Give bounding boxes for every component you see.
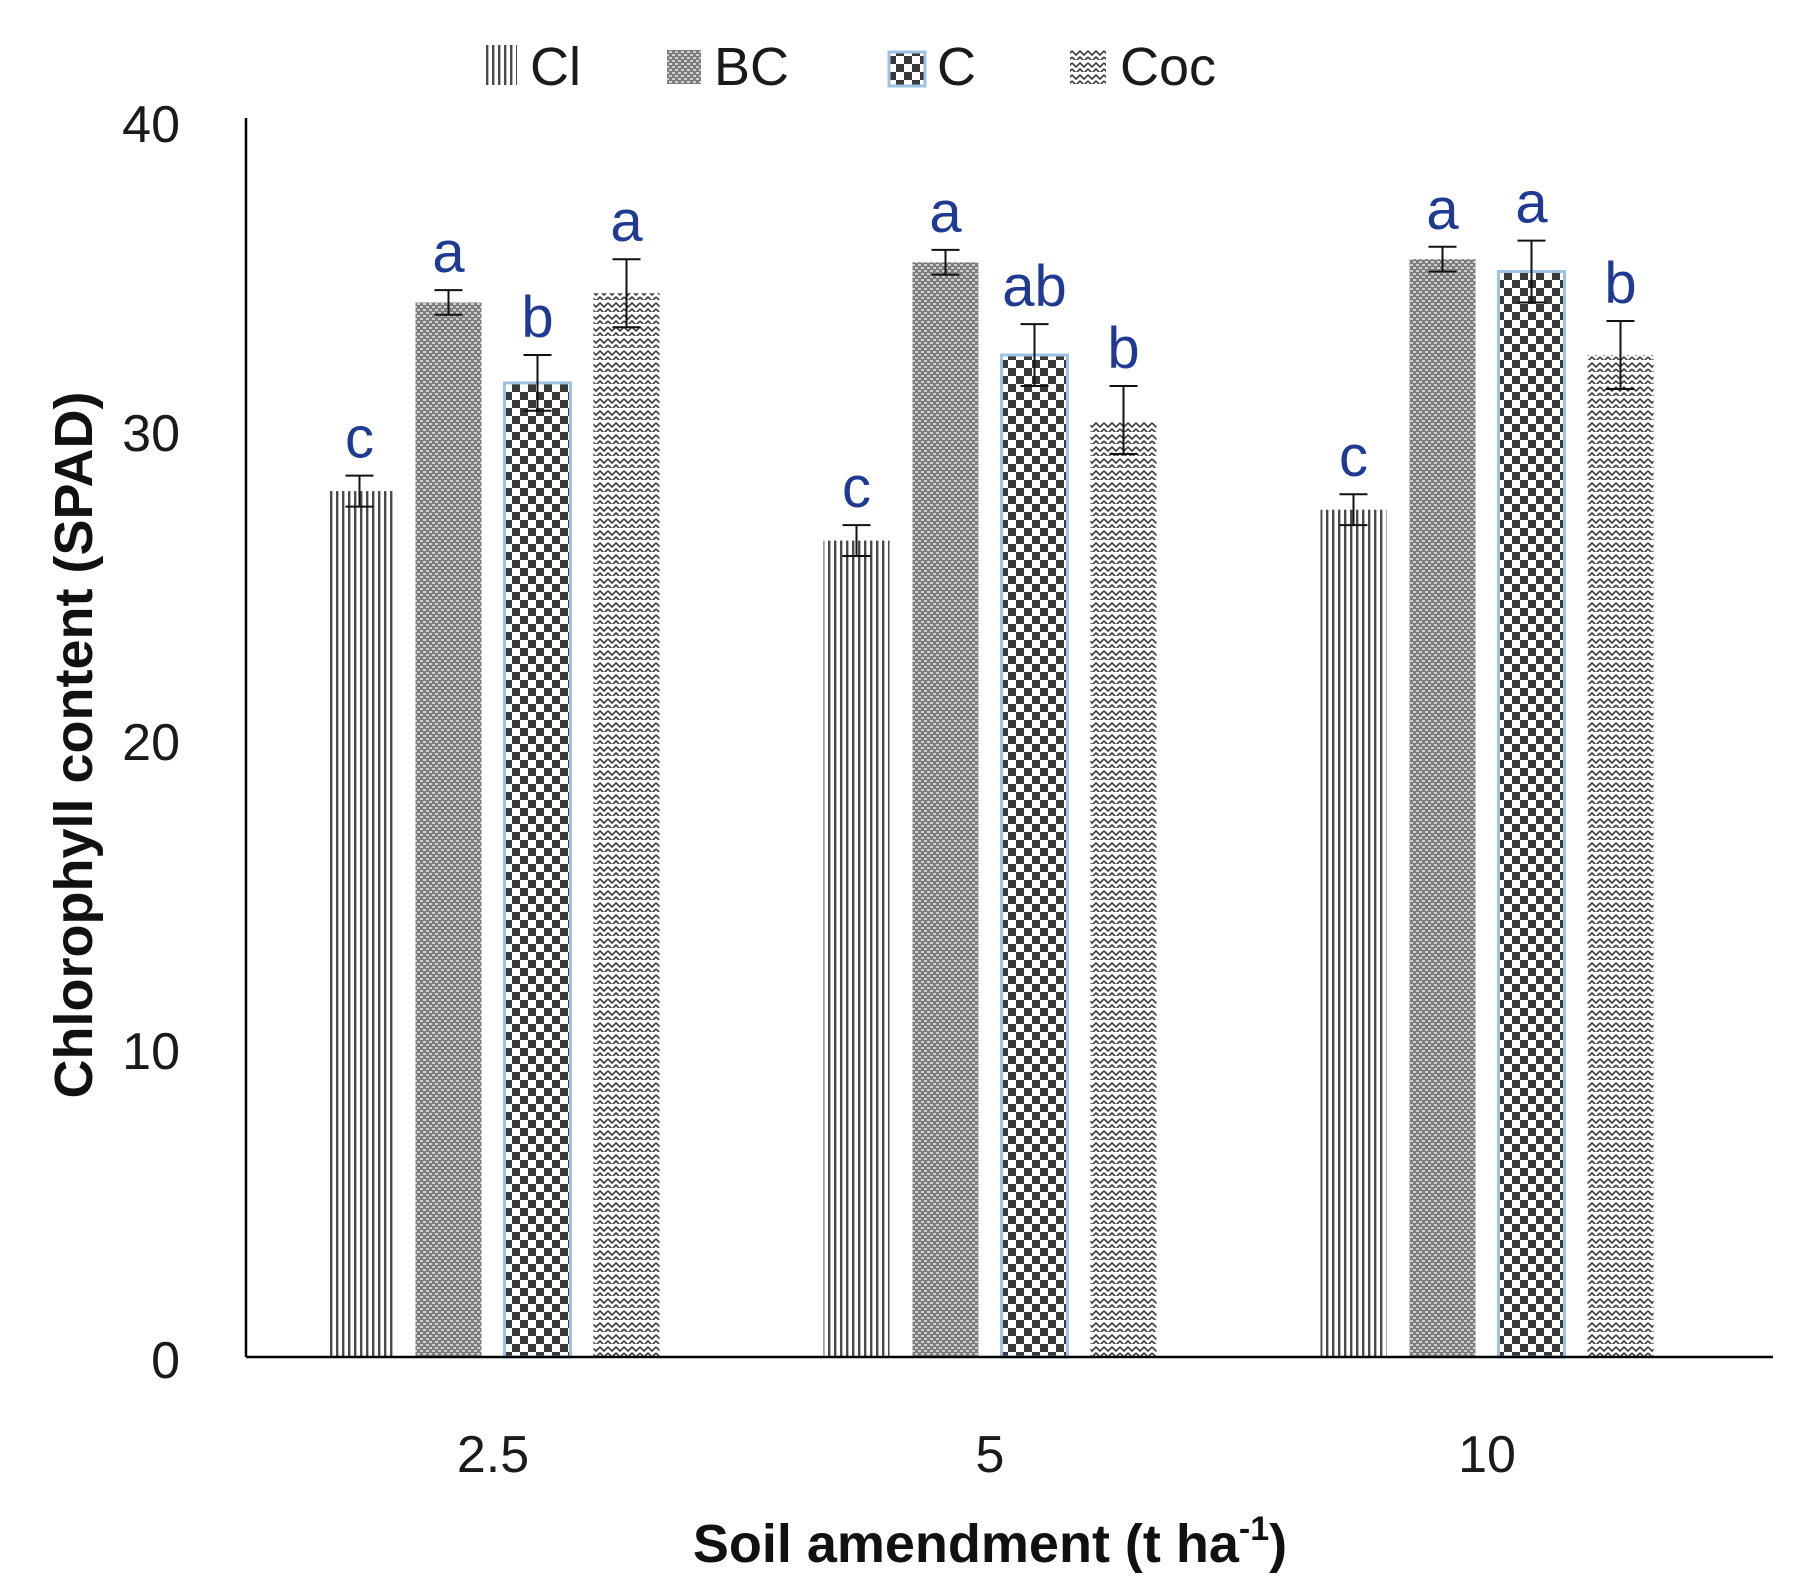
y-tick-label-0: 0 (151, 1332, 180, 1390)
y-tick-label-20: 20 (122, 714, 180, 772)
x-axis-title-main: Soil amendment (t ha (693, 1514, 1240, 1574)
sig-label-c-10: a (1515, 171, 1548, 236)
legend-swatch-c (887, 50, 927, 88)
bar-cl-5 (823, 540, 890, 1357)
bar-bc-10 (1409, 259, 1476, 1358)
error-bar-coc-5 (1109, 385, 1138, 455)
sig-label-cl-5: c (842, 455, 871, 520)
bar-c-2-5 (503, 381, 572, 1359)
legend-label-bc: BC (714, 37, 789, 97)
sig-label-c-5: ab (1002, 254, 1067, 319)
y-tick-labels: 0 10 20 30 40 (122, 96, 180, 1390)
legend-item-c: C (887, 37, 976, 97)
sig-label-c-2-5: b (521, 285, 553, 350)
error-bar-cl-5 (842, 524, 871, 557)
sig-label-cl-10: c (1339, 424, 1368, 489)
error-bar-coc-2-5 (612, 258, 641, 329)
x-axis-title-sup: -1 (1239, 1510, 1269, 1548)
x-axis-title: Soil amendment (t ha-1) (693, 1510, 1287, 1574)
legend-swatch-coc (1070, 50, 1106, 86)
y-axis-title: Chlorophyll content (SPAD) (44, 392, 104, 1099)
x-tick-label-5: 5 (976, 1426, 1005, 1484)
bar-cl-10 (1320, 509, 1387, 1357)
error-bar-bc-2-5 (434, 289, 463, 316)
bar-c-10 (1497, 270, 1566, 1359)
y-tick-label-30: 30 (122, 405, 180, 463)
legend-swatch-cl (485, 45, 517, 85)
error-bar-bc-10 (1428, 245, 1457, 273)
sig-label-coc-2-5: a (610, 189, 643, 254)
legend-label-c: C (937, 37, 976, 97)
error-bar-coc-10 (1606, 320, 1635, 390)
error-bar-cl-10 (1339, 493, 1368, 527)
x-tick-labels: 2.5 5 10 (457, 1426, 1516, 1484)
bar-c-5 (1000, 353, 1069, 1359)
x-axis-title-end: ) (1269, 1514, 1287, 1574)
legend-item-cl: Cl (485, 37, 581, 97)
sig-label-bc-2-5: a (432, 220, 465, 285)
legend: Cl BC C Coc (485, 37, 1216, 97)
error-bar-cl-2-5 (345, 474, 374, 508)
bar-bc-5 (912, 262, 979, 1357)
legend-label-coc: Coc (1120, 37, 1216, 97)
error-bar-c-5 (1020, 323, 1049, 387)
sig-label-cl-2-5: c (345, 406, 374, 471)
error-bar-c-2-5 (523, 354, 552, 412)
bar-coc-2-5 (593, 293, 660, 1358)
bar-coc-10 (1587, 355, 1654, 1357)
bar-bc-2-5 (415, 302, 482, 1357)
legend-swatch-bc (667, 50, 701, 84)
legend-item-coc: Coc (1070, 37, 1216, 97)
x-tick-label-2-5: 2.5 (457, 1426, 529, 1484)
bar-coc-5 (1090, 420, 1157, 1357)
bar-cl-2-5 (326, 491, 393, 1358)
y-tick-label-40: 40 (122, 96, 180, 154)
sig-label-coc-5: b (1107, 316, 1139, 381)
error-bar-c-10 (1517, 239, 1546, 304)
sig-label-coc-10: b (1604, 251, 1636, 316)
x-tick-label-10: 10 (1458, 1426, 1516, 1484)
legend-item-bc: BC (667, 37, 789, 97)
sig-label-bc-10: a (1426, 177, 1459, 242)
legend-label-cl: Cl (530, 37, 581, 97)
y-tick-label-10: 10 (122, 1023, 180, 1081)
error-bar-bc-5 (931, 248, 960, 276)
sig-label-bc-5: a (929, 180, 962, 245)
